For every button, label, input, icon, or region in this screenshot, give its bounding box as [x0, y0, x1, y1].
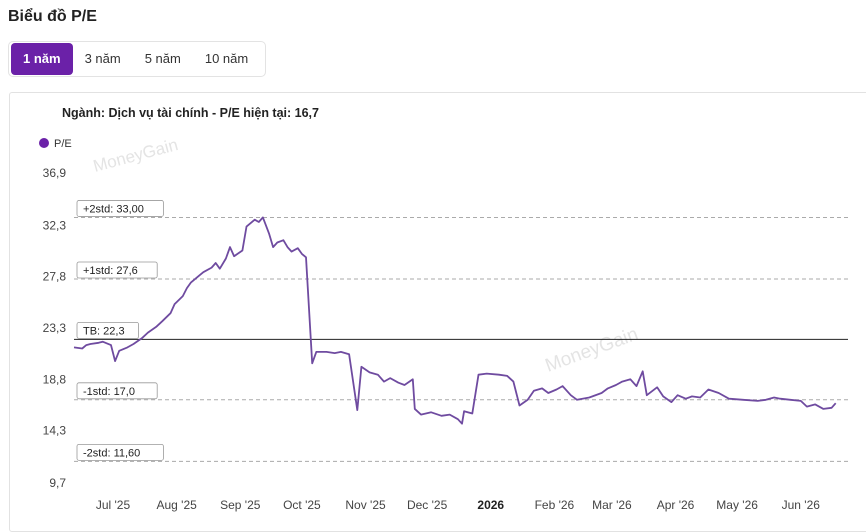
ref-line-label-box [76, 200, 164, 217]
ref-line-label: TB: 22,3 [76, 321, 139, 339]
page-title: Biểu đồ P/E [8, 8, 97, 25]
y-tick-label: 9,7 [49, 476, 66, 490]
x-tick-label: May '26 [716, 498, 758, 512]
x-tick-label: Oct '25 [283, 498, 321, 512]
y-tick-label: 32,3 [43, 218, 67, 232]
x-tick-label: Aug '25 [156, 498, 197, 512]
tab-3-years[interactable]: 3 năm [84, 51, 121, 66]
y-tick-label: 14,3 [43, 424, 67, 438]
tab-10-years[interactable]: 10 năm [204, 51, 249, 66]
ref-line-label: -1std: 17,0 [76, 382, 158, 400]
y-tick-label: 18,8 [43, 372, 67, 386]
legend-label: P/E [54, 138, 72, 150]
ref-line-label-box [76, 321, 139, 339]
ref-line-label-text: +2std: 33,00 [83, 203, 144, 215]
ref-line-label: +2std: 33,00 [76, 200, 164, 217]
tab-5-years[interactable]: 5 năm [144, 51, 181, 66]
ref-line-label-text: TB: 22,3 [83, 325, 125, 337]
x-tick-label: Dec '25 [407, 498, 448, 512]
watermark-text: MoneyGain [91, 135, 180, 176]
ref-line-label-text: -2std: 11,60 [83, 447, 140, 459]
x-tick-label: Jul '25 [96, 498, 131, 512]
y-tick-label: 36,9 [43, 166, 67, 180]
period-tabs: 1 năm 3 năm 5 năm 10 năm [8, 41, 266, 77]
legend-marker [39, 138, 49, 148]
x-tick-label: Jun '26 [782, 498, 821, 512]
x-tick-label: Feb '26 [535, 498, 575, 512]
watermark-text: MoneyGain [543, 324, 641, 377]
pe-series-line [73, 216, 837, 425]
x-tick-label: 2026 [477, 498, 504, 512]
y-tick-label: 23,3 [43, 321, 67, 335]
ref-line-label-box [76, 382, 158, 400]
tab-1-year[interactable]: 1 năm [11, 43, 73, 75]
ref-line-label-box [76, 443, 164, 461]
x-tick-label: Mar '26 [592, 498, 632, 512]
ref-line-label: -2std: 11,60 [76, 443, 164, 461]
legend[interactable]: P/E [39, 138, 72, 150]
ref-line-label-box [76, 261, 158, 279]
x-tick-label: Apr '26 [657, 498, 695, 512]
ref-line-label-text: -1std: 17,0 [83, 386, 135, 398]
y-tick-label: 27,8 [43, 270, 67, 284]
x-tick-label: Sep '25 [220, 498, 261, 512]
x-tick-label: Nov '25 [345, 498, 386, 512]
ref-line-label: +1std: 27,6 [76, 261, 158, 279]
ref-line-label-text: +1std: 27,6 [83, 265, 138, 277]
chart-title: Ngành: Dịch vụ tài chính - P/E hiện tại:… [62, 106, 319, 120]
